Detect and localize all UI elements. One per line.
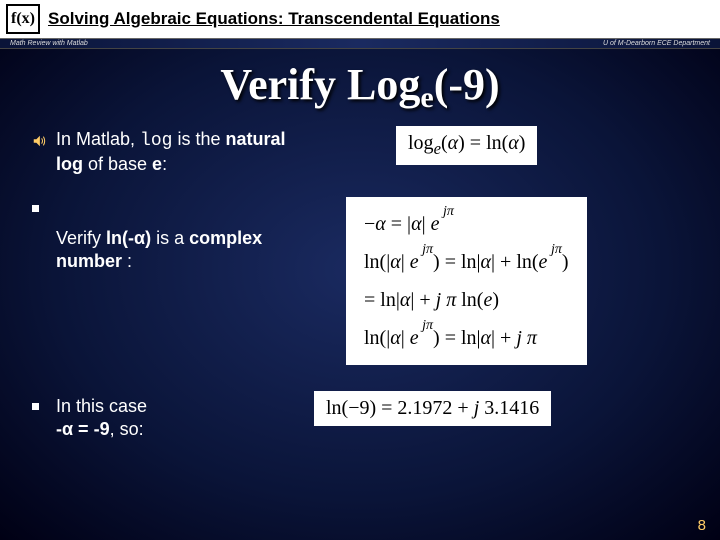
page-number: 8 (698, 517, 706, 534)
bullet-row: In Matlab, log is the natural log of bas… (56, 128, 694, 175)
bullet-row: Verify ln(-α) is a complex number : −α =… (56, 197, 694, 365)
slide-title: Verify Loge(-9) (0, 59, 720, 110)
fx-icon: f(x) (6, 4, 40, 34)
content-area: In Matlab, log is the natural log of bas… (0, 128, 720, 440)
bullet-row: In this case-α = -9, so: ln(−9) = 2.1972… (56, 395, 694, 440)
bullet-text: In Matlab, log is the natural log of bas… (56, 128, 306, 175)
square-bullet-icon (32, 203, 44, 215)
sub-header-left: Math Review with Matlab (10, 40, 88, 47)
bullet-text: Verify ln(-α) is a complex number : (56, 197, 306, 272)
formula-box: loge(α) = ln(α) (396, 126, 537, 165)
sub-header-bar: Math Review with Matlab U of M-Dearborn … (0, 38, 720, 49)
header-bar: f(x) Solving Algebraic Equations: Transc… (0, 0, 720, 38)
square-bullet-icon (32, 401, 44, 413)
formula-box: −α = |α| e jπln(|α| e jπ) = ln|α| + ln(e… (346, 197, 587, 365)
sub-header-right: U of M-Dearborn ECE Department (603, 40, 710, 47)
formula-box: ln(−9) = 2.1972 + j 3.1416 (314, 391, 551, 426)
header-title: Solving Algebraic Equations: Transcenden… (48, 9, 500, 29)
fx-icon-label: f(x) (11, 10, 35, 28)
bullet-text: In this case-α = -9, so: (56, 395, 306, 440)
sound-icon (32, 134, 44, 146)
